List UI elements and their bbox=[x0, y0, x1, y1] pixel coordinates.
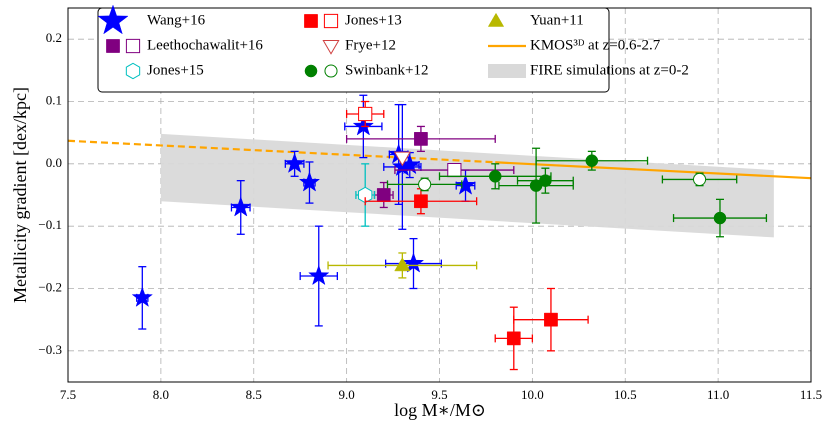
marker bbox=[131, 286, 154, 307]
y-axis-label: Metallicity gradient [dex/kpc] bbox=[10, 87, 30, 303]
marker bbox=[402, 252, 425, 273]
x-tick-label: 10.5 bbox=[614, 387, 637, 402]
marker bbox=[376, 188, 391, 202]
marker bbox=[487, 12, 505, 27]
marker bbox=[693, 172, 707, 186]
x-tick-label: 8.5 bbox=[246, 387, 262, 402]
x-tick-label: 8.0 bbox=[153, 387, 169, 402]
marker bbox=[488, 170, 502, 183]
marker bbox=[298, 171, 321, 192]
marker bbox=[322, 40, 340, 55]
marker bbox=[230, 196, 252, 217]
x-tick-label: 10.0 bbox=[521, 387, 544, 402]
x-tick-label: 11.5 bbox=[800, 387, 822, 402]
marker bbox=[585, 154, 599, 168]
marker bbox=[97, 4, 129, 35]
legend-label: Swinbank+12 bbox=[345, 62, 428, 78]
y-tick-label: 0.1 bbox=[46, 92, 62, 107]
legend-box bbox=[97, 7, 610, 93]
marker bbox=[324, 64, 338, 78]
x-tick-label: 11.0 bbox=[707, 387, 729, 402]
marker bbox=[454, 174, 477, 195]
marker bbox=[125, 38, 141, 54]
marker bbox=[125, 62, 141, 80]
kmos-line bbox=[68, 139, 496, 164]
y-tick-label: −0.2 bbox=[38, 279, 62, 294]
legend-band bbox=[488, 64, 526, 78]
marker bbox=[323, 13, 339, 29]
x-tick-label: 7.5 bbox=[60, 387, 76, 402]
y-tick-label: −0.3 bbox=[38, 342, 62, 357]
marker bbox=[418, 177, 432, 191]
legend-label: Wang+16 bbox=[147, 12, 206, 28]
kmos-line bbox=[495, 161, 811, 180]
marker bbox=[414, 194, 428, 209]
y-tick-label: −0.1 bbox=[38, 217, 62, 232]
marker bbox=[352, 115, 375, 136]
legend-label: Jones+13 bbox=[345, 12, 402, 28]
legend-label: Frye+12 bbox=[345, 37, 396, 53]
legend-label: Jones+15 bbox=[147, 62, 204, 78]
y-tick-label: 0.2 bbox=[46, 30, 62, 45]
marker bbox=[106, 39, 120, 53]
marker bbox=[544, 312, 558, 327]
marker bbox=[713, 211, 727, 225]
x-axis-label: log M∗/M⊙ bbox=[394, 400, 486, 420]
marker bbox=[308, 264, 330, 286]
marker bbox=[394, 257, 411, 272]
legend-label: FIRE simulations at z=0-2 bbox=[530, 62, 689, 78]
x-tick-label: 9.5 bbox=[431, 387, 447, 402]
y-tick-label: 0.0 bbox=[46, 155, 62, 170]
legend-label: KMOS³ᴰ at z=0.6-2.7 bbox=[530, 37, 661, 53]
legend-label: Yuan+11 bbox=[530, 12, 584, 28]
marker bbox=[539, 174, 552, 187]
marker bbox=[304, 14, 318, 28]
x-tick-label: 9.0 bbox=[339, 387, 355, 402]
marker bbox=[506, 331, 521, 346]
marker bbox=[447, 162, 462, 178]
marker bbox=[393, 151, 411, 167]
legend-label: Leethochawalit+16 bbox=[147, 37, 263, 53]
marker bbox=[283, 152, 306, 173]
marker bbox=[358, 106, 373, 122]
marker bbox=[414, 132, 428, 146]
marker bbox=[304, 64, 318, 78]
